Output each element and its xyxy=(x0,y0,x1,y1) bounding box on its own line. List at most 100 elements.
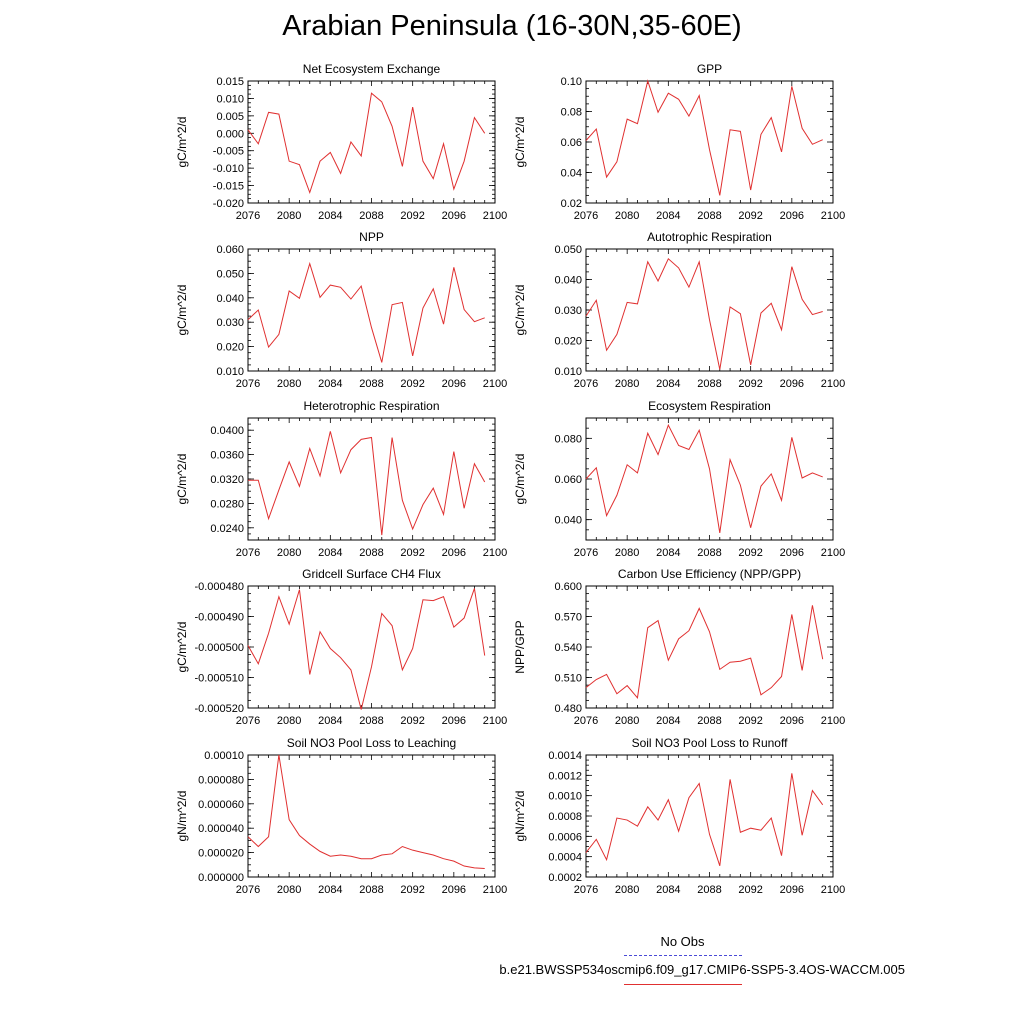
data-point xyxy=(381,613,382,614)
data-point xyxy=(464,617,465,618)
data-point xyxy=(729,662,730,663)
data-point xyxy=(361,858,362,859)
data-point xyxy=(443,596,444,597)
data-point xyxy=(309,843,310,844)
data-point xyxy=(299,835,300,836)
y-tick-label: 0.0280 xyxy=(210,498,244,510)
data-point xyxy=(443,514,444,515)
series-line xyxy=(585,257,823,370)
x-tick-label: 2100 xyxy=(821,210,845,222)
y-tick-label: 0.060 xyxy=(554,474,582,486)
data-point xyxy=(627,119,628,120)
x-tick-label: 2100 xyxy=(821,884,845,896)
data-point xyxy=(596,300,597,301)
data-point xyxy=(822,311,823,312)
y-tick-label: -0.010 xyxy=(213,163,244,175)
y-tick-label: 0.0360 xyxy=(210,450,244,462)
data-point xyxy=(791,614,792,615)
data-point xyxy=(381,854,382,855)
y-tick-label: 0.040 xyxy=(554,515,582,527)
y-tick-label: 0.02 xyxy=(561,198,582,210)
data-point xyxy=(422,504,423,505)
series-line xyxy=(585,423,823,533)
x-tick-label: 2096 xyxy=(442,884,466,896)
y-tick-label: 0.0400 xyxy=(210,425,244,437)
x-tick-label: 2092 xyxy=(738,547,762,559)
data-point xyxy=(616,817,617,818)
data-point xyxy=(371,93,372,94)
data-point xyxy=(319,631,320,632)
chart-panel-2: NPP gC/m^2/d 2076 2080 2084 2088 2092 2096 2100 0… xyxy=(175,230,507,390)
data-point xyxy=(464,865,465,866)
y-tick-label: 0.000020 xyxy=(198,848,244,860)
data-point xyxy=(464,161,465,162)
x-tick-label: 2084 xyxy=(318,210,342,222)
series-line xyxy=(247,588,486,710)
plot-frame xyxy=(585,585,834,709)
legend-obs-line xyxy=(624,955,742,956)
y-tick-label: 0.0320 xyxy=(210,474,244,486)
data-point xyxy=(330,856,331,857)
x-tick-label: 2080 xyxy=(277,715,301,727)
x-tick-label: 2088 xyxy=(697,884,721,896)
y-tick-label: 0.0006 xyxy=(548,831,582,843)
x-tick-label: 2076 xyxy=(236,210,260,222)
data-point xyxy=(371,858,372,859)
data-point xyxy=(771,303,772,304)
data-point xyxy=(402,846,403,847)
y-tick-label: 0.0010 xyxy=(548,791,582,803)
data-point xyxy=(729,779,730,780)
data-point xyxy=(678,267,679,268)
x-tick-label: 2084 xyxy=(656,378,680,390)
x-tick-label: 2100 xyxy=(821,378,845,390)
y-axis-label: gC/m^2/d xyxy=(513,454,527,505)
data-point xyxy=(361,439,362,440)
data-point xyxy=(585,852,586,853)
data-point xyxy=(278,489,279,490)
x-tick-label: 2096 xyxy=(780,547,804,559)
data-point xyxy=(781,151,782,152)
data-point xyxy=(289,461,290,462)
data-point xyxy=(688,630,689,631)
data-point xyxy=(750,658,751,659)
data-point xyxy=(412,107,413,108)
data-point xyxy=(453,861,454,862)
data-point xyxy=(268,633,269,634)
data-point xyxy=(585,140,586,141)
data-point xyxy=(361,155,362,156)
y-tick-label: 0.08 xyxy=(561,107,582,119)
data-point xyxy=(474,867,475,868)
data-point xyxy=(760,486,761,487)
data-point xyxy=(443,324,444,325)
data-point xyxy=(422,307,423,308)
y-axis-label: gN/m^2/d xyxy=(175,791,189,842)
data-point xyxy=(750,189,751,190)
data-point xyxy=(453,188,454,189)
legend-obs-label: No Obs xyxy=(660,934,705,949)
data-point xyxy=(771,117,772,118)
x-tick-label: 2080 xyxy=(277,547,301,559)
data-point xyxy=(381,362,382,363)
y-tick-label: 0.0014 xyxy=(548,750,582,762)
data-point xyxy=(391,437,392,438)
data-point xyxy=(412,528,413,529)
y-tick-label: 0.040 xyxy=(216,293,244,305)
y-tick-label: -0.000510 xyxy=(194,673,244,685)
data-point xyxy=(412,850,413,851)
data-point xyxy=(699,261,700,262)
data-point xyxy=(709,319,710,320)
data-point xyxy=(433,854,434,855)
data-point xyxy=(268,346,269,347)
data-point xyxy=(391,304,392,305)
data-point xyxy=(729,129,730,130)
data-point xyxy=(760,694,761,695)
legend-run-label: b.e21.BWSSP534oscmip6.f09_g17.CMIP6-SSP5… xyxy=(499,962,905,977)
data-point xyxy=(433,178,434,179)
plot-frame xyxy=(247,417,496,541)
data-point xyxy=(740,313,741,314)
data-point xyxy=(606,176,607,177)
x-tick-label: 2100 xyxy=(483,378,507,390)
data-point xyxy=(791,437,792,438)
data-point xyxy=(330,431,331,432)
